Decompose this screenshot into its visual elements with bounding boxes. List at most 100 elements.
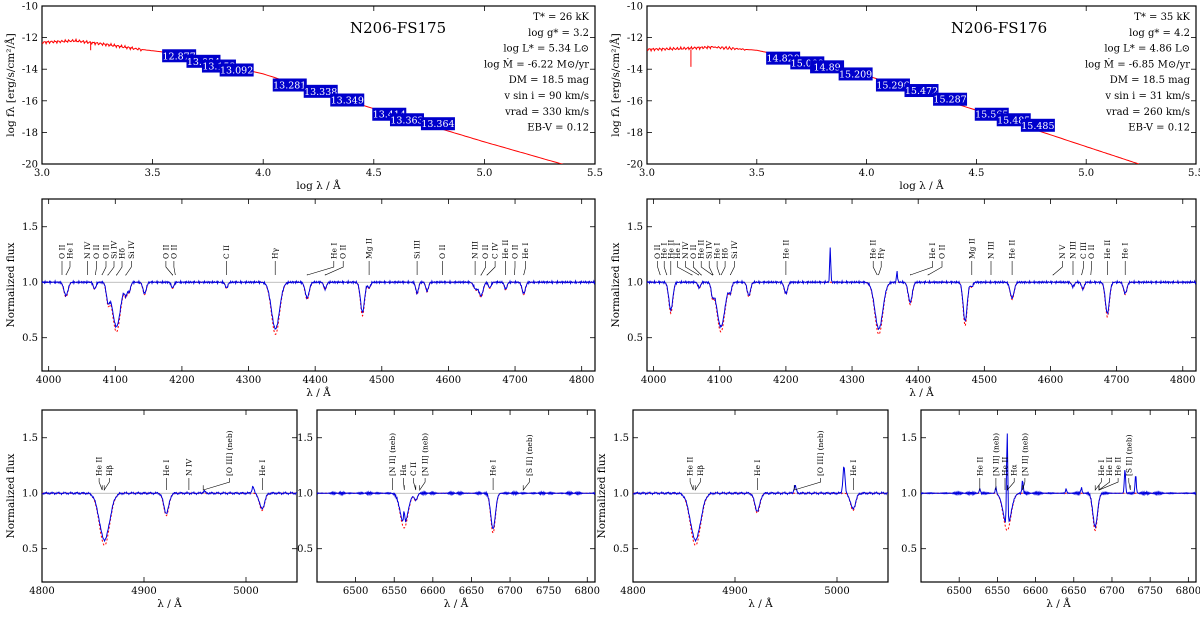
spectrum-panel-4: 4800 4900 5000 0.5 1.0 1.5 λ / Å Normalized flu… — [5, 409, 298, 610]
stellar-parameter: log g* = 4.2 — [1129, 28, 1190, 39]
x-tick-label: 6600 — [420, 586, 445, 597]
x-tick-label: 4300 — [236, 375, 261, 386]
x-tick-label: 4.5 — [968, 168, 984, 179]
line-id-marker — [693, 261, 702, 276]
y-tick-label: 0.5 — [22, 544, 38, 555]
line-id-marker — [419, 478, 426, 491]
line-id-label: He II — [1105, 457, 1114, 476]
y-tick-label: 1.0 — [613, 489, 629, 500]
photometry-box — [330, 93, 365, 107]
observed-spectrum — [42, 485, 297, 543]
y-tick-label: 1.5 — [22, 433, 38, 444]
stellar-parameter: v sin i = 90 km/s — [503, 91, 589, 102]
line-id-marker — [793, 478, 821, 491]
line-id-label: He II — [869, 240, 878, 259]
y-tick-label: 1.0 — [297, 489, 313, 500]
stellar-parameter: DM = 18.5 mag — [1110, 75, 1191, 86]
x-tick-label: 6800 — [1176, 586, 1200, 597]
x-tick-label: 5.5 — [587, 168, 603, 179]
y-tick-label: -12 — [627, 33, 643, 44]
line-id-label: He I — [162, 460, 171, 476]
line-id-label: Hα — [399, 464, 408, 476]
model-sed-line — [647, 45, 1140, 164]
model-spectrum — [647, 281, 1196, 336]
y-tick-label: 1.5 — [22, 222, 38, 233]
photometry-box — [904, 84, 939, 98]
y-tick-label: 1.5 — [901, 433, 917, 444]
photometry-magnitude: 13.338 — [304, 87, 337, 98]
photometry-magnitude: 15.485 — [997, 115, 1030, 126]
x-tick-label: 5000 — [233, 586, 258, 597]
line-id-marker — [125, 261, 132, 276]
x-tick-label: 6800 — [575, 586, 600, 597]
x-tick-label: 3.0 — [34, 168, 50, 179]
line-id-label: Si III — [413, 240, 422, 259]
line-id-label: O II — [938, 244, 947, 258]
line-id-label: [O III] (neb) — [816, 430, 825, 476]
x-tick-label: 6650 — [1061, 586, 1086, 597]
x-axis-label: λ / Å — [306, 385, 331, 399]
y-axis-label: log fλ [erg/s/cm²/Å] — [3, 33, 17, 136]
photometry-magnitude: 13.364 — [421, 119, 454, 130]
line-id-label: He I — [66, 243, 75, 259]
x-tick-label: 4.0 — [859, 168, 875, 179]
line-id-label: N IV — [184, 458, 193, 476]
line-id-label: N IV — [681, 241, 690, 259]
line-id-label: He II — [697, 240, 706, 259]
x-tick-label: 6750 — [1137, 586, 1162, 597]
photometry-magnitude: 13.281 — [273, 81, 306, 92]
line-id-label: He I — [521, 243, 530, 259]
line-id-label: O II — [511, 244, 520, 258]
line-id-marker — [306, 261, 335, 276]
x-tick-label: 4900 — [131, 586, 156, 597]
line-id-label: O II — [689, 245, 698, 259]
line-id-label: N III — [471, 241, 480, 259]
line-id-marker — [1081, 261, 1084, 276]
line-id-label: Si IV — [110, 240, 119, 259]
line-id-label: He I — [928, 243, 937, 259]
x-tick-label: 6600 — [1023, 586, 1048, 597]
stellar-parameter: EB-V = 0.12 — [527, 123, 589, 134]
y-tick-label: 1.0 — [627, 278, 643, 289]
plot-frame — [316, 409, 596, 583]
photometry-box — [1020, 118, 1055, 132]
line-id-label: Hδ — [118, 248, 127, 260]
line-id-marker — [1007, 478, 1015, 491]
stellar-parameter: v sin i = 31 km/s — [1104, 91, 1190, 102]
line-id-label: N III — [987, 241, 996, 259]
y-tick-label: 1.5 — [613, 433, 629, 444]
line-id-label: O II — [438, 244, 447, 258]
line-id-marker — [486, 261, 496, 276]
y-tick-label: -12 — [22, 33, 38, 44]
y-tick-label: 0.5 — [613, 544, 629, 555]
x-tick-label: 6500 — [343, 586, 368, 597]
x-tick-label: 6650 — [459, 586, 484, 597]
x-tick-label: 4800 — [569, 375, 594, 386]
x-axis-label: log λ / Å — [296, 178, 341, 192]
x-tick-label: 4100 — [707, 375, 732, 386]
star-name: N206-FS175 — [350, 19, 446, 37]
line-id-marker — [1098, 478, 1110, 491]
stellar-parameter: EB-V = 0.12 — [1128, 123, 1190, 134]
y-axis-label: Normalized flux — [5, 242, 17, 327]
line-id-label: He I — [1097, 460, 1106, 476]
y-tick-label: 1.5 — [297, 433, 313, 444]
line-id-label: N III — [1069, 241, 1078, 259]
y-tick-label: -10 — [627, 2, 643, 13]
x-tick-label: 4.0 — [255, 168, 271, 179]
y-tick-label: -10 — [22, 2, 38, 13]
line-id-label: Mg II — [967, 238, 976, 259]
x-tick-label: 6550 — [985, 586, 1010, 597]
x-axis-label: λ / Å — [909, 385, 934, 399]
line-id-marker — [413, 478, 417, 491]
line-id-marker — [480, 261, 486, 277]
line-id-marker — [107, 261, 115, 276]
x-axis-label: λ / Å — [1046, 596, 1071, 610]
line-id-label: Hδ — [721, 248, 730, 260]
line-id-label: O II — [1087, 245, 1096, 259]
x-tick-label: 4000 — [641, 375, 666, 386]
line-id-label: He II — [1008, 240, 1017, 259]
line-id-marker — [663, 261, 668, 276]
line-id-marker — [324, 261, 344, 276]
y-tick-label: -14 — [22, 65, 38, 76]
